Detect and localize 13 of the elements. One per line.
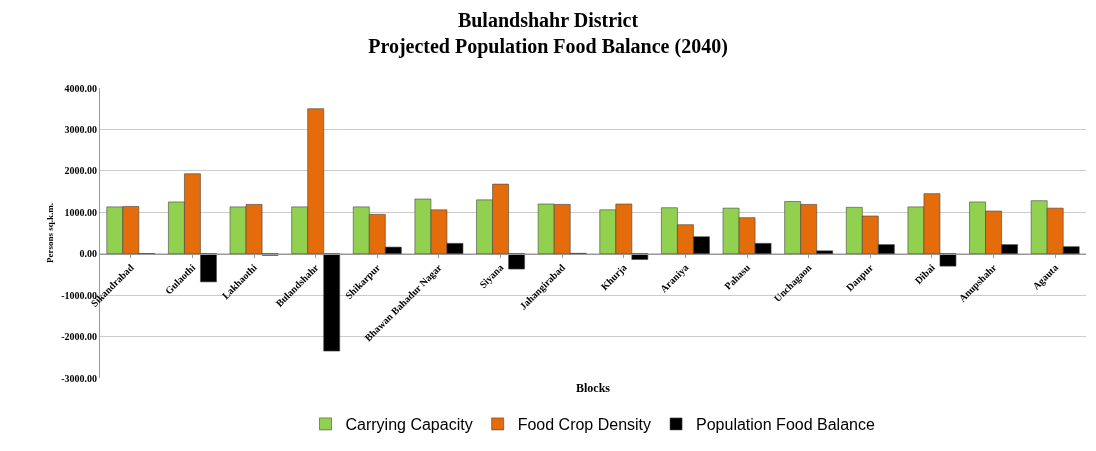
x-axis-title: Blocks xyxy=(576,381,611,395)
y-tick-label: -2000.00 xyxy=(61,331,97,343)
y-axis-title: Persons sq.k.m. xyxy=(44,202,55,264)
legend-label: Population Food Balance xyxy=(696,416,875,434)
legend-label: Carrying Capacity xyxy=(345,416,473,434)
chart-title: Bulandshahr District Projected Population Food Balance (2040) xyxy=(368,9,728,59)
y-tick-label: 0.00 xyxy=(79,248,97,260)
y-tick-label: 2000.00 xyxy=(64,165,97,177)
y-tick-label: 3000.00 xyxy=(64,123,97,135)
y-tick-label: -3000.00 xyxy=(61,372,97,384)
legend-label: Food Crop Density xyxy=(517,416,652,434)
y-tick-label: 1000.00 xyxy=(64,206,97,218)
y-tick-label: 4000.00 xyxy=(64,82,97,94)
